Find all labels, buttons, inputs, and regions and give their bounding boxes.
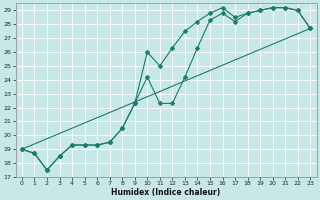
X-axis label: Humidex (Indice chaleur): Humidex (Indice chaleur) (111, 188, 221, 197)
